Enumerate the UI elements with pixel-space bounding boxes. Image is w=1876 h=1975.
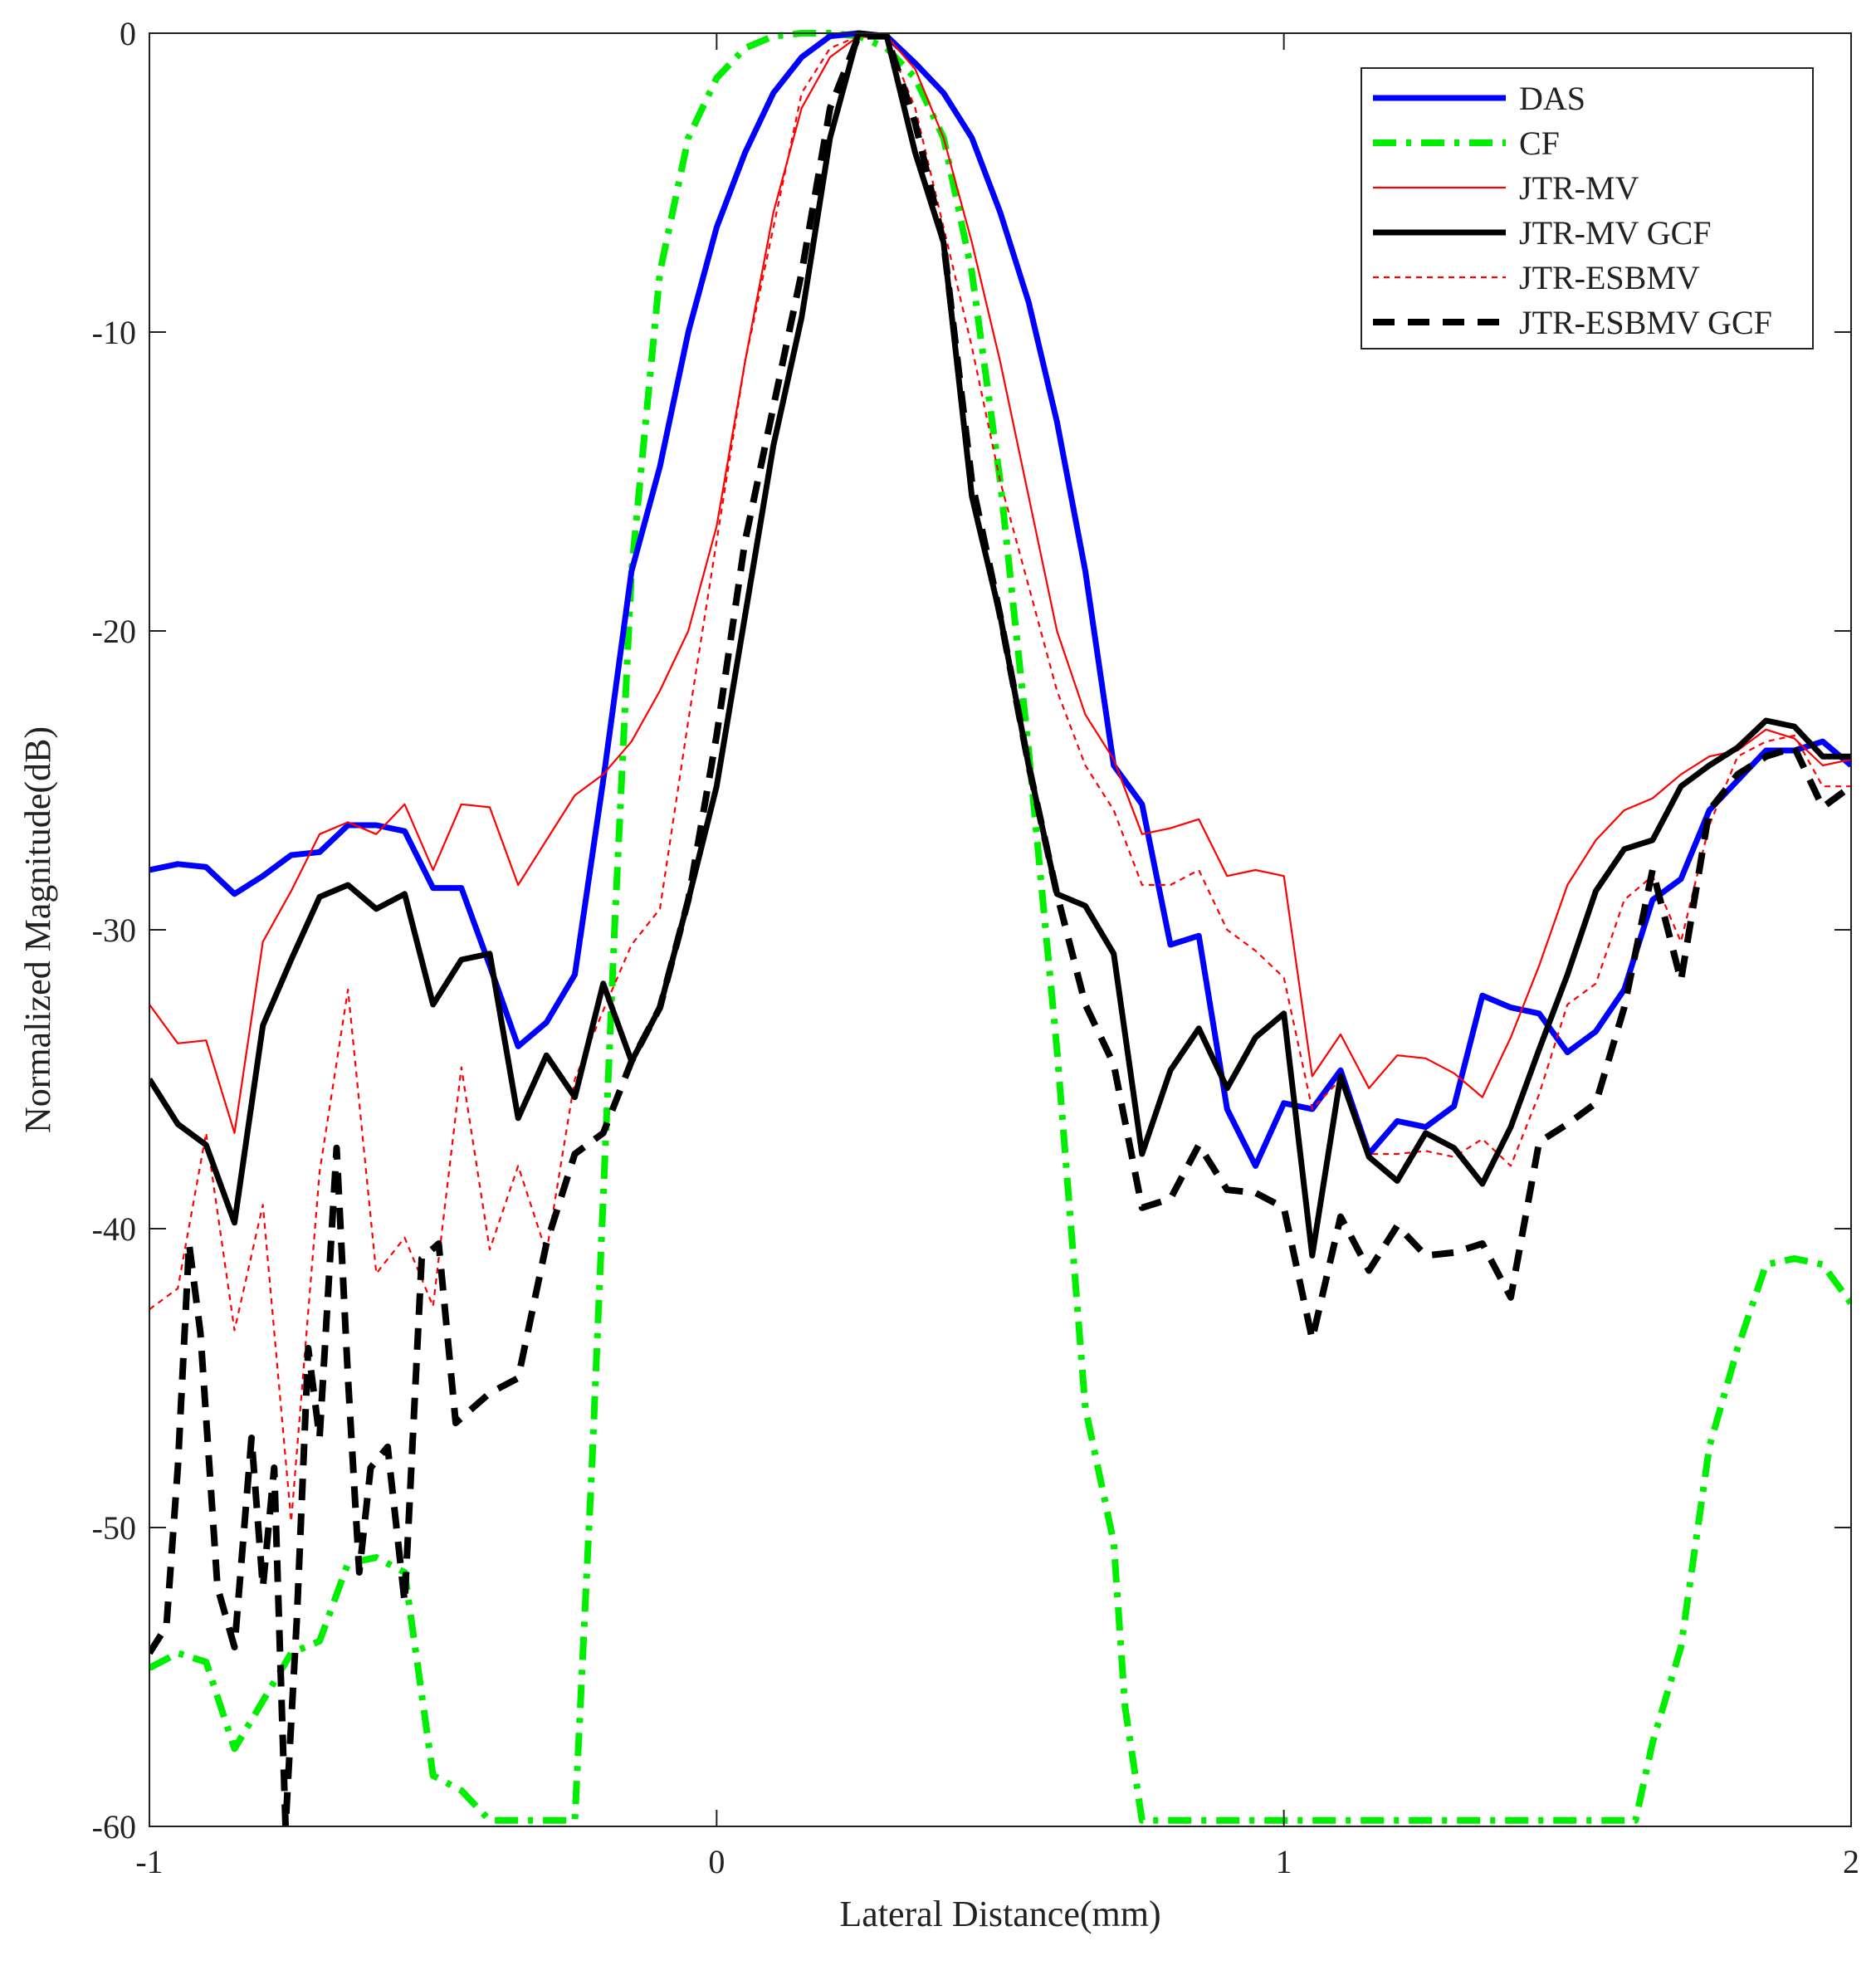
legend-label: JTR-ESBMV GCF: [1519, 304, 1772, 341]
y-tick-label: -40: [92, 1210, 136, 1248]
legend-label: JTR-ESBMV: [1519, 259, 1700, 296]
axis-ticks: [149, 32, 1852, 1827]
y-tick-label: -30: [92, 912, 136, 949]
x-tick-label: -1: [135, 1843, 163, 1880]
series-line-jtr-mv: [149, 35, 1851, 1134]
y-tick-label: -10: [92, 314, 136, 351]
series-line-das: [149, 30, 1851, 1169]
tick-labels: -1 0 1 20-10-20-30-40-50-60: [92, 15, 1859, 1880]
y-axis-label: Normalized Magnitude(dB): [17, 726, 58, 1133]
y-tick-label: -50: [92, 1509, 136, 1547]
x-tick-label: 1: [1276, 1843, 1292, 1880]
legend-label: DAS: [1519, 80, 1585, 117]
series-line-jtr-esbmv-gcf: [149, 32, 1851, 1830]
y-tick-label: -20: [92, 613, 136, 650]
legend: DAS CF JTR-MV JTR-MV GCF JTR-ESBMV JTR-ESBMV …: [1361, 67, 1814, 350]
series-line-cf: [149, 30, 1851, 1824]
series-line-jtr-esbmv: [149, 35, 1851, 1523]
y-tick-label: 0: [120, 15, 136, 52]
x-axis-label: Lateral Distance(mm): [839, 1894, 1160, 1934]
x-tick-label: 0: [708, 1843, 725, 1880]
legend-label: JTR-MV: [1519, 169, 1639, 207]
y-tick-label: -60: [92, 1808, 136, 1845]
legend-label: CF: [1519, 125, 1560, 162]
plot-lines: [149, 30, 1851, 1830]
x-tick-label: 2: [1843, 1843, 1859, 1880]
legend-label: JTR-MV GCF: [1519, 214, 1712, 252]
series-line-jtr-mv-gcf: [149, 30, 1851, 1259]
legend-box: [1361, 67, 1814, 350]
